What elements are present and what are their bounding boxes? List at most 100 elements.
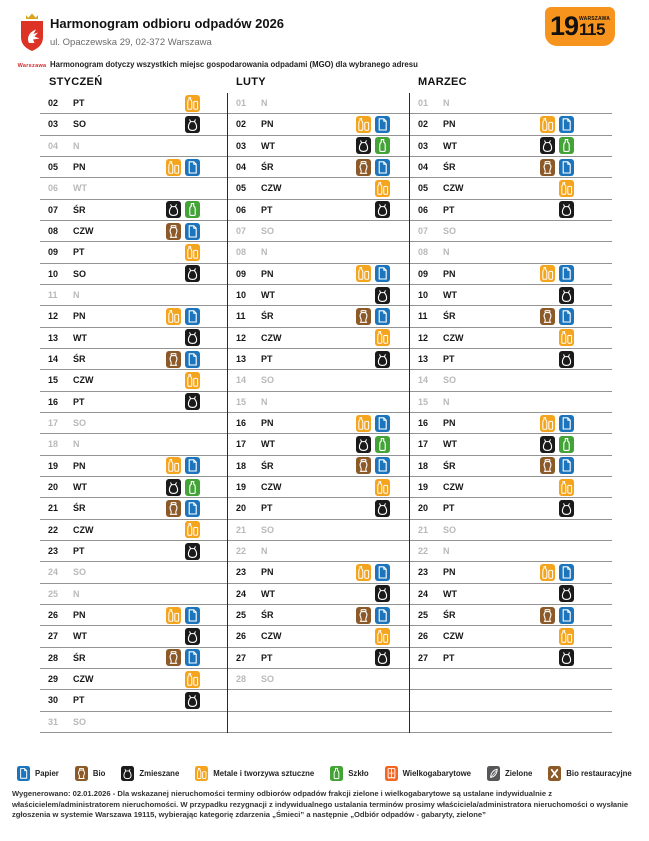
day-of-week: PT: [261, 354, 273, 365]
month-rows: 01 N 02 PN 03 WT 04 ŚR 05 CZW 06 PT 07 SO 08 N 09 PN 10 WT 1…: [409, 93, 612, 733]
zmieszane-icon: [185, 265, 200, 283]
papier-icon: [559, 457, 574, 475]
day-waste-icons: [185, 393, 200, 411]
day-number: 07: [418, 226, 429, 237]
day-number: 02: [236, 119, 247, 130]
day-number: 19: [48, 460, 59, 471]
zmieszane-icon: [356, 435, 371, 453]
day-of-week: PN: [261, 268, 274, 279]
day-row: 07 SO: [228, 221, 409, 243]
day-row: 09 PN: [228, 264, 409, 285]
szklo-icon: [559, 137, 574, 155]
warsaw-crest-icon: [21, 13, 43, 51]
day-number: 03: [418, 140, 429, 151]
legend-label: Zmieszane: [139, 769, 180, 778]
day-row: 13 PT: [410, 349, 612, 371]
day-of-week: PN: [261, 418, 274, 429]
day-of-week: CZW: [261, 631, 282, 642]
bio-icon: [74, 766, 88, 781]
day-waste-icons: [356, 307, 390, 325]
month-rows: 01 N 02 PN 03 WT 04 ŚR 05 CZW 06 PT 07 SO 08 N 09 PN 10 WT 1…: [227, 93, 409, 733]
day-number: 16: [236, 418, 247, 429]
metale-icon: [559, 179, 574, 197]
day-of-week: PN: [73, 610, 86, 621]
day-number: 10: [236, 290, 247, 301]
legend-item-metale: Metale i tworzywa sztuczne: [195, 766, 314, 781]
day-row: 12 CZW: [228, 328, 409, 349]
papier-icon: [375, 158, 390, 176]
day-row: 11 N: [40, 285, 227, 307]
day-row: 18 ŚR: [228, 456, 409, 477]
day-row: 22 N: [410, 541, 612, 563]
month-column-1: STYCZEŃ 02 PT 03 SO 04 N 05 PN 06 WT 07 ŚR 08 CZW 09 PT 1…: [40, 76, 227, 733]
zmieszane-icon: [185, 691, 200, 709]
day-row: 09 PN: [410, 264, 612, 285]
day-number: 11: [418, 311, 428, 322]
legend-item-wielkogabarytowe: Wielkogabarytowe: [384, 766, 471, 781]
day-number: 21: [418, 524, 429, 535]
metale-icon: [185, 371, 200, 389]
day-of-week: WT: [73, 482, 87, 493]
day-row: 03 WT: [228, 136, 409, 157]
day-number: 05: [236, 183, 247, 194]
day-row: 02 PT: [40, 93, 227, 115]
day-number: 19: [236, 482, 247, 493]
day-row: 04 ŚR: [228, 157, 409, 179]
day-row: 27 WT: [40, 626, 227, 648]
papier-icon: [375, 307, 390, 325]
papier-icon: [375, 115, 390, 133]
day-of-week: WT: [443, 588, 457, 599]
day-row: 30 PT: [40, 690, 227, 712]
metale-icon: [559, 627, 574, 645]
month-title: STYCZEŃ: [49, 76, 103, 88]
bio-icon: [356, 158, 371, 176]
zmieszane-icon: [559, 286, 574, 304]
day-number: 25: [418, 610, 429, 621]
bio-icon: [540, 158, 555, 176]
day-of-week: CZW: [261, 332, 282, 343]
empty-row: [410, 690, 612, 712]
papier-icon: [559, 158, 574, 176]
day-row: 26 CZW: [228, 626, 409, 648]
day-row: 03 SO: [40, 114, 227, 136]
day-of-week: CZW: [73, 524, 94, 535]
day-of-week: N: [443, 546, 450, 557]
day-row: 28 ŚR: [40, 648, 227, 669]
day-row: 08 N: [410, 242, 612, 264]
day-of-week: N: [443, 98, 450, 109]
day-number: 16: [48, 396, 59, 407]
day-of-week: PT: [443, 204, 455, 215]
zmieszane-icon: [166, 201, 181, 219]
metale-icon: [540, 265, 555, 283]
day-row: 26 CZW: [410, 626, 612, 648]
day-number: 22: [236, 546, 247, 557]
day-number: 22: [48, 524, 59, 535]
badge-number-19: 19: [549, 11, 579, 41]
day-of-week: SO: [73, 119, 87, 130]
month-title: MARZEC: [418, 76, 467, 88]
day-of-week: ŚR: [73, 354, 86, 365]
day-row: 06 PT: [228, 200, 409, 221]
day-of-week: ŚR: [73, 652, 86, 663]
day-waste-icons: [166, 350, 200, 368]
day-row: 08 N: [228, 242, 409, 264]
day-number: 25: [236, 610, 247, 621]
day-row: 16 PT: [40, 392, 227, 413]
metale-icon: [185, 521, 200, 539]
scope-note: Harmonogram dotyczy wszystkich miejsc go…: [50, 60, 418, 69]
day-waste-icons: [540, 115, 574, 133]
day-number: 12: [48, 311, 59, 322]
zmieszane-icon: [559, 499, 574, 517]
day-row: 13 WT: [40, 328, 227, 349]
day-waste-icons: [185, 670, 200, 688]
day-number: 25: [48, 588, 59, 599]
metale-icon: [559, 329, 574, 347]
metale-icon: [166, 457, 181, 475]
day-waste-icons: [540, 435, 574, 453]
legend-label: Zielone: [505, 769, 533, 778]
day-number: 17: [48, 418, 59, 429]
day-of-week: WT: [73, 631, 87, 642]
day-of-week: CZW: [443, 332, 464, 343]
legend-item-zmieszane: Zmieszane: [121, 766, 179, 781]
day-number: 07: [236, 226, 247, 237]
